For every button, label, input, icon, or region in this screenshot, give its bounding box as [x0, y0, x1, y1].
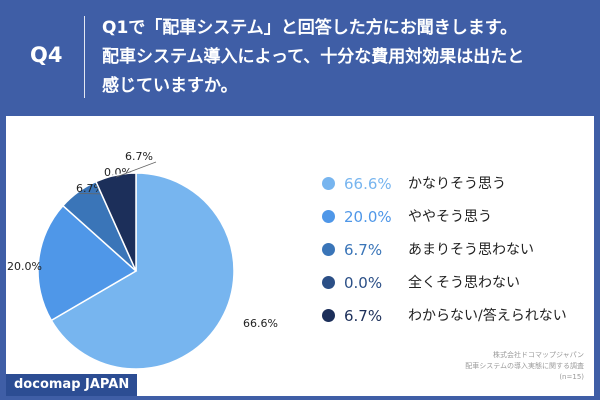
- legend-label-5: わからない/答えられない: [408, 308, 567, 324]
- legend-item-3: 6.7% あまりそう思わない: [322, 240, 592, 260]
- legend-dot-1: [322, 177, 335, 190]
- legend-item-2: 20.0% ややそう思う: [322, 207, 592, 227]
- legend-value-3: 6.7%: [344, 241, 383, 259]
- source-note: 株式会社ドコマップジャパン 配車システムの導入実態に関する調査 (n=15): [384, 350, 584, 383]
- legend-value-5: 6.7%: [344, 307, 383, 325]
- legend-dot-4: [322, 276, 335, 289]
- source-sample-size: (n=15): [559, 373, 584, 381]
- legend-dot-3: [322, 243, 335, 256]
- slice-label-1: 66.6%: [243, 317, 278, 330]
- chart-panel: 66.6% 20.0% 6.7% 0.0% 6.7% 66.6% かなりそう思う 20.…: [6, 116, 594, 396]
- legend-value-2: 20.0%: [344, 208, 392, 226]
- legend-dot-2: [322, 210, 335, 223]
- source-company: 株式会社ドコマップジャパン: [493, 351, 584, 359]
- pie-slice-1: [50, 172, 235, 370]
- question-line-2: 配車システム導入によって、十分な費用対効果は出たと: [102, 47, 525, 67]
- slice-label-2: 20.0%: [7, 260, 42, 273]
- legend-label-2: ややそう思う: [408, 209, 492, 225]
- pie-chart: 66.6%20.0%6.7%0.0%6.7%: [7, 150, 278, 370]
- question-line-3: 感じていますか。: [102, 76, 238, 96]
- pie-slice-5: [94, 172, 137, 272]
- legend-item-4: 0.0% 全くそう思わない: [322, 273, 592, 293]
- legend-dot-5: [322, 309, 335, 322]
- pie-slice-2: [37, 204, 138, 322]
- question-line-1: Q1で「配車システム」と回答した方にお聞きします。: [102, 18, 518, 38]
- header-divider: [84, 16, 85, 98]
- legend-item-1: 66.6% かなりそう思う: [322, 174, 592, 194]
- leader-line-5: [115, 161, 157, 178]
- question-number: Q4: [30, 43, 63, 67]
- legend-value-1: 66.6%: [344, 175, 392, 193]
- docomap-logo: docomap JAPAN: [6, 374, 138, 396]
- slice-label-5: 6.7%: [125, 150, 153, 163]
- legend-value-4: 0.0%: [344, 274, 383, 292]
- legend-label-3: あまりそう思わない: [408, 242, 534, 258]
- legend-label-4: 全くそう思わない: [408, 275, 520, 291]
- question-text: Q1で「配車システム」と回答した方にお聞きします。 配車システム導入によって、十…: [102, 14, 582, 101]
- legend-item-5: 6.7% わからない/答えられない: [322, 306, 592, 326]
- question-header: Q4 Q1で「配車システム」と回答した方にお聞きします。 配車システム導入によっ…: [0, 0, 600, 116]
- source-survey: 配車システムの導入実態に関する調査: [465, 362, 584, 370]
- legend-label-1: かなりそう思う: [408, 176, 506, 192]
